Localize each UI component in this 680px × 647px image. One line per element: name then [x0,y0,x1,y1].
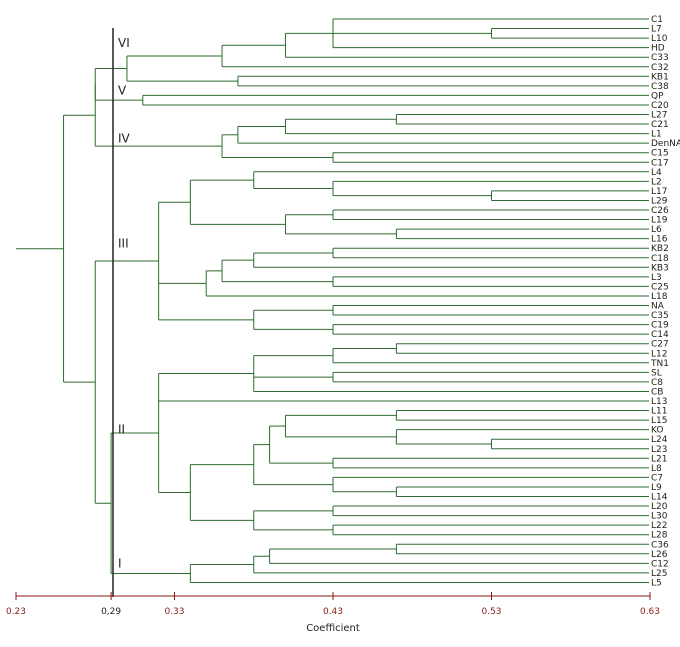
cluster-label: I [118,556,122,570]
leaf-label: L16 [651,235,668,245]
leaf-label: C26 [651,206,669,216]
leaf-label: C21 [651,120,669,130]
leaf-label: L9 [651,483,662,493]
leaf-label: DenNA [651,139,680,149]
leaf-label: L26 [651,550,668,560]
leaf-label: L7 [651,25,662,35]
dendrogram-branches [16,18,649,583]
x-axis-title: Coefficient [306,623,360,634]
leaf-label: KB3 [651,263,669,273]
leaf-label: L23 [651,445,667,455]
leaf-label: C18 [651,254,669,264]
leaf-label: C27 [651,340,669,350]
leaf-label: L1 [651,130,662,140]
leaf-label: C20 [651,101,669,111]
leaf-label: L20 [651,502,668,512]
cluster-label: V [118,84,127,98]
x-axis-tick-label: 0.53 [481,607,501,617]
leaf-label: L3 [651,273,662,283]
leaf-label: L21 [651,454,667,464]
leaf-label: L13 [651,397,667,407]
leaf-label: KO [651,426,664,436]
cluster-label: VI [118,36,130,50]
cluster-label: III [118,236,129,250]
leaf-label: L17 [651,187,667,197]
leaf-label: L25 [651,569,667,579]
leaf-label: L10 [651,34,668,44]
leaf-label: C35 [651,311,669,321]
leaf-label: L30 [651,512,668,522]
leaf-label: L8 [651,464,662,474]
x-axis-tick-label: 0.43 [323,607,343,617]
cluster-label: IV [118,131,131,145]
leaf-label: L24 [651,435,668,445]
leaf-label: C25 [651,282,669,292]
leaf-label: C7 [651,473,663,483]
leaf-label: HD [651,44,665,54]
x-axis-tick-label: 0,29 [101,607,121,617]
leaf-label: C14 [651,330,669,340]
leaf-label: NA [651,302,665,312]
leaf-label: C38 [651,82,669,92]
leaf-label: L12 [651,349,667,359]
leaf-label: L27 [651,111,667,121]
leaf-label: QP [651,91,664,101]
leaf-label: KB1 [651,72,669,82]
x-axis-tick-label: 0.63 [640,607,660,617]
leaf-label: L2 [651,177,662,187]
leaf-label: C33 [651,53,669,63]
leaf-label: C12 [651,559,669,569]
leaf-label: L11 [651,407,667,417]
leaf-label: L14 [651,493,668,503]
leaf-label: C36 [651,540,669,550]
leaf-label: L28 [651,531,668,541]
x-axis-tick-label: 0.33 [164,607,184,617]
leaf-label: C17 [651,158,669,168]
leaf-labels: C1L7L10HDC33C32KB1C38QPC20L27C21L1DenNAC… [650,15,680,588]
cluster-label: II [118,423,125,437]
leaf-label: L22 [651,521,667,531]
leaf-label: L15 [651,416,667,426]
leaf-label: L5 [651,578,662,588]
leaf-label: TN1 [650,359,669,369]
leaf-label: L6 [651,225,662,235]
leaf-label: L19 [651,216,668,226]
x-axis-ticks: 0.23 0,29 0.33 0.43 0.53 0.63 [6,592,660,617]
leaf-label: C19 [651,321,669,331]
x-axis-tick-label: 0.23 [6,607,26,617]
leaf-label: C32 [651,63,669,73]
leaf-label: L18 [651,292,668,302]
leaf-label: C1 [651,15,663,25]
leaf-label: C8 [651,378,663,388]
leaf-label: L29 [651,196,668,206]
leaf-label: KB2 [651,244,669,254]
leaf-label: C15 [651,149,669,159]
leaf-label: L4 [651,168,662,178]
leaf-label: CB [651,387,663,397]
leaf-label: SL [651,368,662,378]
